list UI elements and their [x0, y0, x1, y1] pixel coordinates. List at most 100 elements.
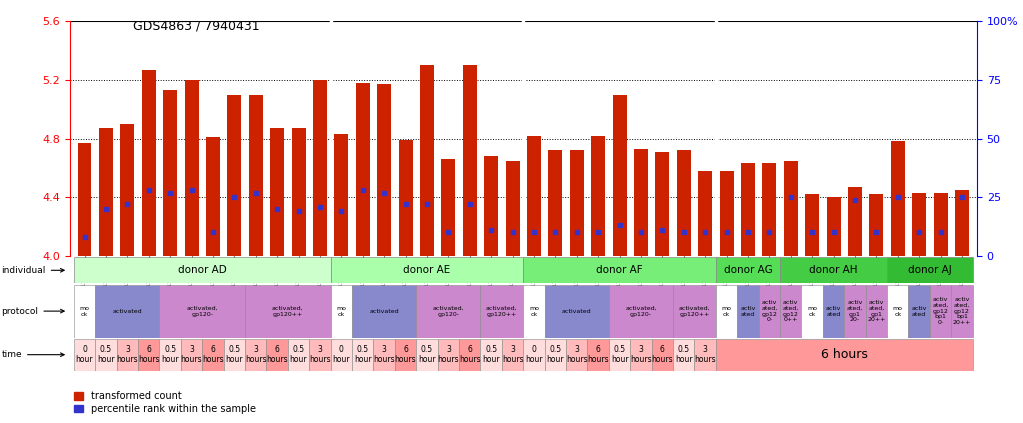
Bar	[652, 339, 673, 371]
Bar	[74, 285, 95, 338]
Text: 6
hours: 6 hours	[587, 345, 609, 364]
Bar	[292, 128, 306, 256]
Text: 0
hour: 0 hour	[332, 345, 350, 364]
Text: activated: activated	[113, 309, 142, 313]
Bar	[481, 285, 523, 338]
Text: activ
ated,
gp1
20++: activ ated, gp1 20++	[868, 300, 886, 322]
Bar	[548, 150, 563, 256]
Bar	[309, 339, 330, 371]
Bar	[719, 171, 733, 256]
Bar	[716, 257, 781, 283]
Bar	[848, 187, 862, 256]
Bar	[716, 285, 738, 338]
Bar	[934, 193, 947, 256]
Text: activ
ated: activ ated	[826, 306, 841, 316]
Text: 3
hours: 3 hours	[373, 345, 395, 364]
Text: activated: activated	[562, 309, 591, 313]
Text: activ
ated: activ ated	[741, 306, 756, 316]
Text: activ
ated,
gp1
20-: activ ated, gp1 20-	[847, 300, 863, 322]
Bar	[266, 339, 287, 371]
Bar	[781, 285, 801, 338]
Bar	[502, 339, 523, 371]
Bar	[399, 140, 412, 256]
Bar	[570, 150, 584, 256]
Bar	[121, 124, 134, 256]
Bar	[523, 257, 716, 283]
Bar	[609, 339, 630, 371]
Bar	[613, 94, 626, 256]
Bar	[160, 285, 246, 338]
Text: 3
hours: 3 hours	[438, 345, 459, 364]
Bar	[699, 171, 712, 256]
Bar	[505, 161, 520, 256]
Text: 0.5
hour: 0.5 hour	[546, 345, 564, 364]
Text: activ
ated,
gp12
0-: activ ated, gp12 0-	[761, 300, 777, 322]
Bar	[335, 134, 348, 256]
Bar	[95, 339, 117, 371]
Bar	[330, 285, 352, 338]
Bar	[181, 339, 203, 371]
Bar	[142, 69, 155, 256]
Bar	[462, 65, 477, 256]
Text: 0.5
hour: 0.5 hour	[354, 345, 371, 364]
Bar	[677, 150, 691, 256]
Bar	[930, 285, 951, 338]
Text: 3
hours: 3 hours	[181, 345, 203, 364]
Text: mo
ck: mo ck	[80, 306, 90, 316]
Text: 0.5
hour: 0.5 hour	[97, 345, 115, 364]
Bar	[887, 285, 908, 338]
Text: 0.5
hour: 0.5 hour	[483, 345, 500, 364]
Bar	[249, 94, 263, 256]
Legend: transformed count, percentile rank within the sample: transformed count, percentile rank withi…	[75, 391, 256, 414]
Bar	[416, 285, 481, 338]
Bar	[246, 339, 266, 371]
Bar	[865, 285, 887, 338]
Bar	[395, 339, 416, 371]
Bar	[246, 285, 330, 338]
Bar	[827, 197, 841, 256]
Bar	[887, 257, 973, 283]
Text: 3
hours: 3 hours	[566, 345, 587, 364]
Text: time: time	[1, 350, 64, 359]
Text: 0.5
hour: 0.5 hour	[611, 345, 628, 364]
Bar	[459, 339, 481, 371]
Bar	[656, 152, 669, 256]
Bar	[741, 163, 755, 256]
Text: activated: activated	[369, 309, 399, 313]
Bar	[544, 285, 609, 338]
Bar	[160, 339, 181, 371]
Bar	[74, 339, 95, 371]
Bar	[227, 94, 241, 256]
Text: mo
ck: mo ck	[721, 306, 731, 316]
Bar	[95, 285, 160, 338]
Text: donor AG: donor AG	[723, 265, 772, 275]
Bar	[566, 339, 587, 371]
Text: 3
hours: 3 hours	[244, 345, 267, 364]
Text: 0.5
hour: 0.5 hour	[675, 345, 693, 364]
Bar	[544, 339, 566, 371]
Bar	[352, 339, 373, 371]
Text: 3
hours: 3 hours	[630, 345, 652, 364]
Bar	[330, 257, 523, 283]
Bar	[438, 339, 459, 371]
Text: 0.5
hour: 0.5 hour	[225, 345, 243, 364]
Bar	[313, 80, 327, 256]
Bar	[481, 339, 502, 371]
Text: protocol: protocol	[1, 307, 64, 316]
Bar	[609, 285, 673, 338]
Bar	[844, 285, 865, 338]
Text: 0.5
hour: 0.5 hour	[290, 345, 307, 364]
Text: 0.5
hour: 0.5 hour	[418, 345, 436, 364]
Bar	[74, 257, 330, 283]
Text: mo
ck: mo ck	[807, 306, 817, 316]
Bar	[330, 339, 352, 371]
Bar	[224, 339, 246, 371]
Text: donor AF: donor AF	[596, 265, 642, 275]
Text: activated,
gp120-: activated, gp120-	[433, 306, 464, 316]
Bar	[203, 339, 224, 371]
Bar	[523, 285, 544, 338]
Bar	[762, 163, 776, 256]
Bar	[673, 339, 695, 371]
Text: 3
hours: 3 hours	[695, 345, 716, 364]
Text: 3
hours: 3 hours	[501, 345, 524, 364]
